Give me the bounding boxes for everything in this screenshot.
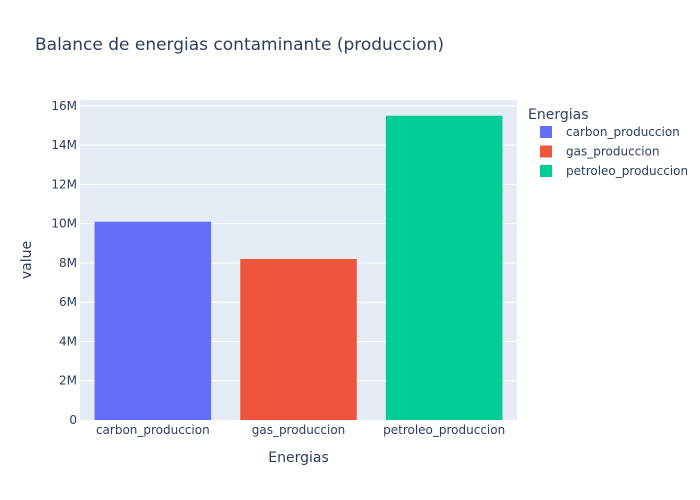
y-tick-label: 16M bbox=[51, 99, 77, 113]
y-tick-label: 2M bbox=[59, 374, 77, 388]
legend-items: carbon_produccion gas_produccion petroleo_… bbox=[540, 125, 688, 178]
bar-carbon_produccion[interactable] bbox=[94, 221, 212, 420]
legend-item-petroleo_produccion[interactable]: petroleo_produccion bbox=[540, 164, 688, 178]
legend-item-gas_produccion[interactable]: gas_produccion bbox=[540, 145, 660, 159]
bar-petroleo_produccion[interactable] bbox=[385, 115, 503, 421]
y-tick-label: 0 bbox=[69, 413, 77, 427]
y-tick-label: 10M bbox=[51, 217, 77, 231]
y-tick-label: 8M bbox=[59, 256, 77, 270]
bars bbox=[94, 115, 503, 421]
x-tick-label: petroleo_produccion bbox=[383, 423, 505, 437]
legend: Energias carbon_produccion gas_produccion… bbox=[528, 107, 688, 178]
x-tick-label: gas_produccion bbox=[252, 423, 346, 437]
x-tick-label: carbon_produccion bbox=[96, 423, 210, 437]
legend-label: petroleo_produccion bbox=[566, 164, 688, 178]
y-axis-title: value bbox=[19, 241, 35, 279]
x-axis-title: Energias bbox=[268, 450, 329, 466]
legend-swatch bbox=[540, 126, 552, 138]
y-tick-label: 4M bbox=[59, 334, 77, 348]
legend-label: gas_produccion bbox=[566, 145, 660, 159]
x-axis-ticks: carbon_produccion gas_produccion petroleo_… bbox=[96, 423, 505, 437]
legend-item-carbon_produccion[interactable]: carbon_produccion bbox=[540, 125, 680, 139]
chart-title: Balance de energias contaminante (produc… bbox=[35, 35, 444, 55]
legend-label: carbon_produccion bbox=[566, 125, 680, 139]
y-tick-label: 6M bbox=[59, 295, 77, 309]
legend-title: Energias bbox=[528, 107, 589, 123]
legend-swatch bbox=[540, 145, 552, 158]
y-tick-label: 12M bbox=[51, 177, 77, 191]
legend-swatch bbox=[540, 165, 552, 177]
bar-gas_produccion[interactable] bbox=[240, 259, 357, 420]
y-tick-label: 14M bbox=[51, 138, 77, 152]
y-axis-ticks: 0 2M 4M 6M 8M 10M 12M 14M 16M bbox=[51, 99, 77, 427]
